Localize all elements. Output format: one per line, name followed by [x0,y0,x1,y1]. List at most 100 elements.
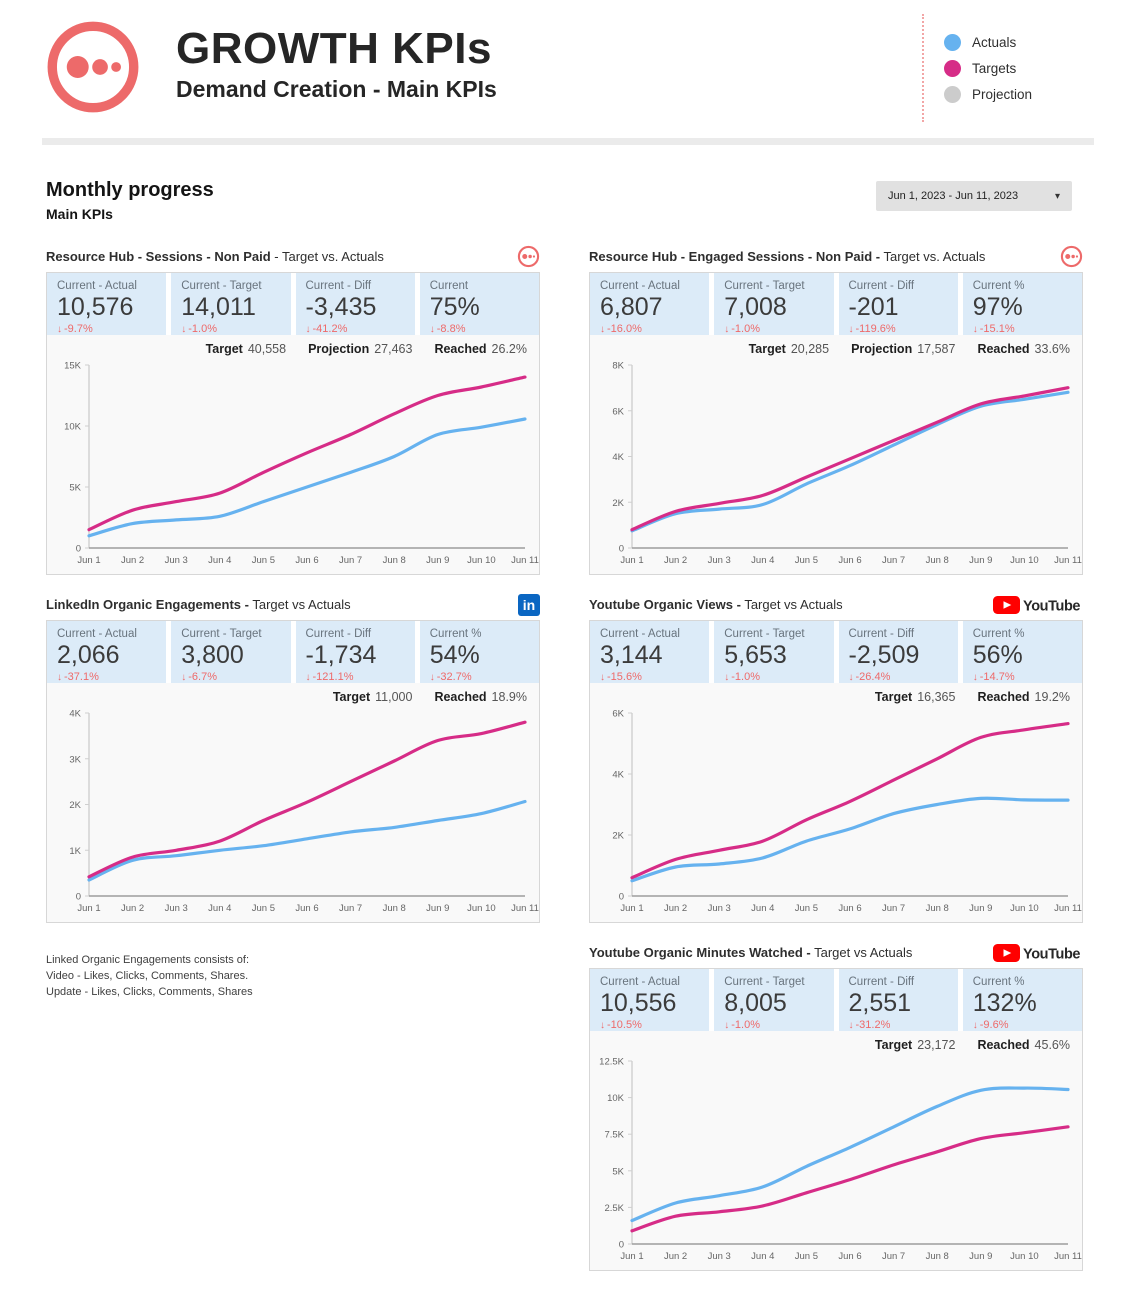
legend-label: Actuals [972,34,1017,50]
svg-text:Jun 4: Jun 4 [751,903,774,914]
stat-tile: Current - Target 5,653 ↓ -1.0% [714,621,834,683]
card-title: Youtube Organic Views - Target vs Actual… [589,594,1083,615]
stat-delta: ↓ -16.0% [600,323,642,335]
stat-delta: ↓ -26.4% [848,671,891,683]
stat-label: Current - Target [724,976,805,988]
svg-text:2K: 2K [612,498,624,509]
card-title-bold: Youtube Organic Minutes Watched - [589,945,811,960]
line-chart-linkedin: Target 11,000 Reached 18.9% 0 1K 2K 3K 4K Jun 1… [47,683,539,922]
svg-text:Jun 10: Jun 10 [1010,1251,1039,1262]
svg-text:Jun 5: Jun 5 [252,555,275,566]
youtube-icon: YouTube [993,595,1083,615]
stat-delta: ↓ -41.2% [305,323,348,335]
stat-value: 10,556 [600,989,677,1017]
chart-canvas: 0 2K 4K 6K Jun 1 Jun 2 Jun 3 Jun 4 Jun 5 Jun 6 Jun… [612,709,1082,915]
svg-text:0: 0 [76,544,81,555]
down-arrow-icon: ↓ [724,1020,730,1031]
chevron-down-icon: ▾ [1054,190,1060,202]
stat-delta: ↓ -9.6% [972,1019,1009,1031]
svg-text:Jun 2: Jun 2 [664,903,687,914]
stat-tile: Current - Target 3,800 ↓ -6.7% [171,621,291,683]
stat-tile: Current - Actual 6,807 ↓ -16.0% [590,273,710,335]
card-title: Resource Hub - Sessions - Non Paid - Tar… [46,245,540,268]
stat-label: Current - Actual [600,280,680,292]
chart-legend: Actuals Targets Projection [922,14,1094,122]
legend-item-targets: Targets [944,59,1094,77]
stat-label: Current % [972,628,1025,640]
svg-text:Jun 11: Jun 11 [1054,903,1082,914]
actuals-swatch-icon [944,33,961,51]
stat-label: Current - Diff [305,628,372,640]
stat-delta: ↓ -1.0% [724,1019,760,1031]
svg-text:Jun 9: Jun 9 [426,555,449,566]
kpi-card-resource-hub-sessions: Resource Hub - Sessions - Non Paid - Tar… [46,245,540,575]
svg-text:Jun 2: Jun 2 [121,555,144,566]
header-divider [42,138,1094,145]
svg-text:1K: 1K [69,846,81,857]
card-body: Current - Actual 6,807 ↓ -16.0% Current -… [589,272,1083,575]
stat-tile: Current - Diff -2,509 ↓ -26.4% [838,621,958,683]
svg-text:15K: 15K [64,361,82,372]
stat-value: 14,011 [181,293,256,321]
stat-tile: Current % 56% ↓ -14.7% [962,621,1082,683]
stat-value: 54% [429,641,480,669]
stat-delta: ↓ -1.0% [181,323,217,335]
stat-tile: Current % 132% ↓ -9.6% [962,969,1082,1031]
stat-tile: Current % 54% ↓ -32.7% [419,621,539,683]
chart-summary: Target 11,000 Reached 18.9% [332,690,527,704]
svg-text:Jun 10: Jun 10 [1010,555,1039,566]
card-title: Resource Hub - Engaged Sessions - Non Pa… [589,245,1083,268]
svg-text:Jun 6: Jun 6 [295,903,318,914]
svg-text:Jun 6: Jun 6 [838,1251,861,1262]
stat-delta: ↓ -119.6% [848,323,896,335]
kpi-card-linkedin-engagements: LinkedIn Organic Engagements - Target vs… [46,593,540,923]
stat-tile: Current % 97% ↓ -15.1% [962,273,1082,335]
svg-text:10K: 10K [64,422,82,433]
stat-tile: Current - Actual 10,556 ↓ -10.5% [590,969,710,1031]
svg-text:Jun 5: Jun 5 [795,903,818,914]
stat-delta: ↓ -6.7% [181,671,217,683]
stat-value: 75% [429,293,480,321]
stat-value: -3,435 [305,293,377,321]
stat-value: 3,800 [181,641,244,669]
youtube-icon: YouTube [993,943,1083,963]
line-chart-youtube-minutes: Target 23,172 Reached 45.6% 0 2.5K 5K 7.5K 10K… [590,1031,1082,1270]
chart-summary: Target 40,558 Projection 27,463 Reached 26.… [205,342,527,356]
stat-value: 5,653 [724,641,787,669]
page-title: GROWTH KPIs [176,24,492,73]
down-arrow-icon: ↓ [848,324,854,335]
svg-text:3K: 3K [69,754,81,765]
date-range-selector[interactable]: Jun 1, 2023 - Jun 11, 2023 ▾ [876,181,1072,211]
linkedin-icon: in [518,593,540,616]
stat-label: Current - Target [724,280,805,292]
chart-canvas: 0 2K 4K 6K 8K Jun 1 Jun 2 Jun 3 Jun 4 Jun 5 Jun 6 J… [612,361,1082,567]
svg-text:Jun 9: Jun 9 [426,903,449,914]
legend-separator [922,14,924,122]
svg-text:Jun 2: Jun 2 [664,1251,687,1262]
svg-text:Jun 1: Jun 1 [77,555,100,566]
stat-value: -2,509 [848,641,920,669]
svg-text:Jun 1: Jun 1 [620,903,643,914]
card-title-rest: Target vs Actuals [248,597,351,612]
card-body: Current - Actual 10,576 ↓ -9.7% Current -… [46,272,540,575]
svg-text:Jun 4: Jun 4 [751,555,774,566]
legend-item-projection: Projection [944,85,1094,103]
stat-tile: Current - Target 8,005 ↓ -1.0% [714,969,834,1031]
stat-label: Current - Diff [305,280,372,292]
stat-tile: Current - Target 14,011 ↓ -1.0% [171,273,291,335]
svg-text:Jun 3: Jun 3 [165,903,188,914]
stat-value: 10,576 [57,293,134,321]
down-arrow-icon: ↓ [305,324,311,335]
svg-text:Jun 7: Jun 7 [339,555,362,566]
svg-text:Jun 6: Jun 6 [838,555,861,566]
down-arrow-icon: ↓ [600,1020,605,1031]
down-arrow-icon: ↓ [57,672,62,683]
stat-value: 97% [972,293,1023,321]
chart-summary: Target 16,365 Reached 19.2% [874,690,1070,704]
svg-text:YouTube: YouTube [1023,946,1080,962]
stat-label: Current - Diff [848,628,915,640]
stat-value: -1,734 [305,641,377,669]
stat-tile: Current 75% ↓ -8.8% [419,273,539,335]
stat-value: 7,008 [724,293,787,321]
svg-text:Jun 8: Jun 8 [383,555,406,566]
